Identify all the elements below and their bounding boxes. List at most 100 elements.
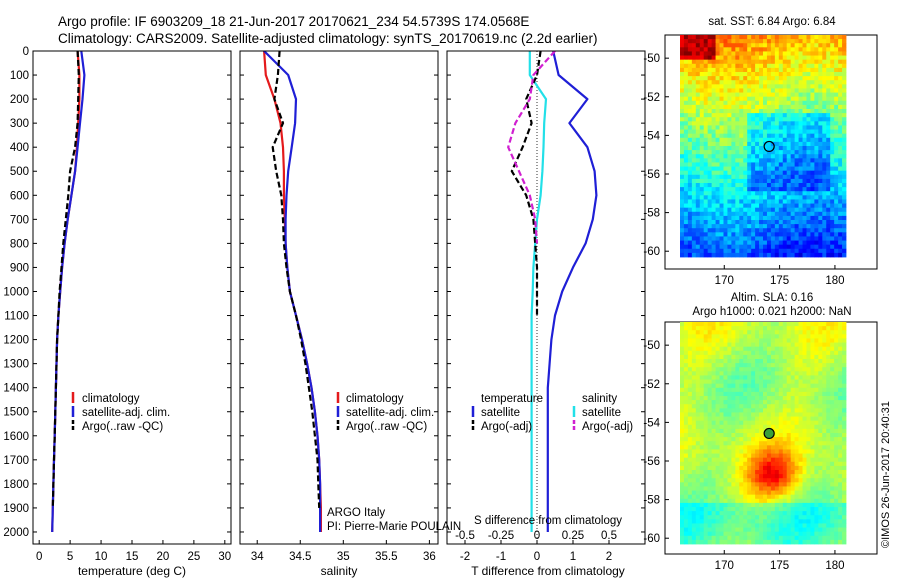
map-cell — [806, 330, 811, 335]
map-cell — [731, 158, 736, 163]
map-cell — [778, 150, 784, 155]
map-cell — [699, 187, 705, 192]
map-cell — [699, 486, 705, 491]
map-cell — [842, 519, 847, 524]
map-cell — [699, 515, 705, 520]
map-cell — [739, 457, 744, 463]
map-cell — [838, 183, 843, 188]
map-cell — [715, 162, 720, 167]
map-cell — [794, 375, 799, 380]
map-cell — [759, 162, 764, 167]
map-cell — [802, 420, 807, 426]
map-cell — [747, 141, 752, 147]
map-cell — [826, 531, 831, 537]
map-cell — [834, 367, 839, 372]
map-cell — [699, 174, 705, 180]
map-cell — [755, 51, 760, 56]
map-cell — [766, 207, 772, 213]
map-cell — [691, 141, 697, 147]
map-cell — [794, 100, 799, 106]
map-cell — [703, 211, 709, 217]
map-cell — [691, 96, 697, 102]
map-cell — [695, 379, 701, 385]
depth-tick-label: 900 — [10, 262, 29, 274]
map-cell — [707, 166, 713, 172]
map-cell — [830, 170, 835, 176]
map-cell — [739, 330, 744, 335]
map-cell — [810, 141, 815, 147]
map-cell — [703, 133, 709, 139]
map-cell — [751, 334, 756, 339]
map-cell — [723, 158, 728, 163]
map-cell — [695, 470, 701, 475]
map-cell — [766, 531, 772, 537]
map-cell — [691, 203, 697, 209]
map-cell — [786, 76, 792, 81]
map-cell — [711, 39, 716, 44]
map-cell — [814, 183, 819, 188]
map-cell — [691, 211, 697, 217]
map-cell — [838, 228, 843, 233]
map-cell — [747, 404, 752, 409]
map-cell — [794, 482, 799, 487]
map-cell — [834, 224, 839, 229]
map-cell — [786, 215, 792, 221]
map-cell — [818, 215, 823, 221]
map-cell — [683, 150, 689, 155]
map-cell — [743, 420, 748, 426]
map-cell — [703, 154, 709, 159]
map-cell — [810, 55, 815, 61]
map-cell — [719, 109, 724, 114]
map-cell — [830, 220, 835, 225]
map-cell — [711, 55, 716, 61]
map-cell — [687, 535, 693, 541]
map-cell — [814, 191, 819, 196]
map-cell — [739, 433, 744, 438]
map-cell — [755, 150, 760, 155]
map-cell — [842, 224, 847, 229]
map-cell — [695, 408, 701, 413]
map-cell — [770, 482, 776, 487]
map-cell — [695, 51, 701, 56]
map-cell — [703, 519, 709, 524]
map-cell — [838, 523, 843, 528]
map-cell — [798, 236, 803, 241]
map-cell — [687, 174, 693, 180]
map-cell — [719, 240, 724, 246]
map-cell — [818, 507, 823, 512]
map-cell — [782, 84, 788, 89]
map-cell — [826, 453, 831, 459]
map-cell — [731, 162, 736, 167]
map-cell — [818, 515, 823, 520]
map-cell — [680, 240, 685, 246]
map-cell — [774, 502, 780, 508]
map-cell — [834, 494, 839, 500]
map-cell — [707, 183, 713, 188]
map-cell — [735, 100, 740, 106]
map-cell — [786, 486, 792, 491]
map-cell — [774, 224, 780, 229]
map-cell — [751, 88, 756, 93]
map-cell — [723, 195, 728, 200]
map-cell — [806, 76, 811, 81]
map-cell — [743, 162, 748, 167]
map-cell — [838, 96, 843, 102]
map-cell — [687, 502, 693, 508]
map-cell — [743, 478, 748, 483]
map-cell — [719, 453, 724, 459]
map-cell — [763, 191, 768, 196]
map-cell — [814, 104, 819, 110]
map-cell — [802, 55, 807, 61]
map-cell — [766, 228, 772, 233]
map-cell — [774, 59, 780, 65]
map-cell — [751, 408, 756, 413]
map-cell — [751, 59, 756, 65]
map-cell — [810, 502, 815, 508]
map-cell — [838, 125, 843, 130]
map-cell — [826, 379, 831, 385]
map-cell — [755, 248, 760, 254]
map-cell — [806, 474, 811, 479]
map-cell — [802, 252, 807, 258]
map-cell — [695, 203, 701, 209]
map-cell — [770, 437, 776, 442]
